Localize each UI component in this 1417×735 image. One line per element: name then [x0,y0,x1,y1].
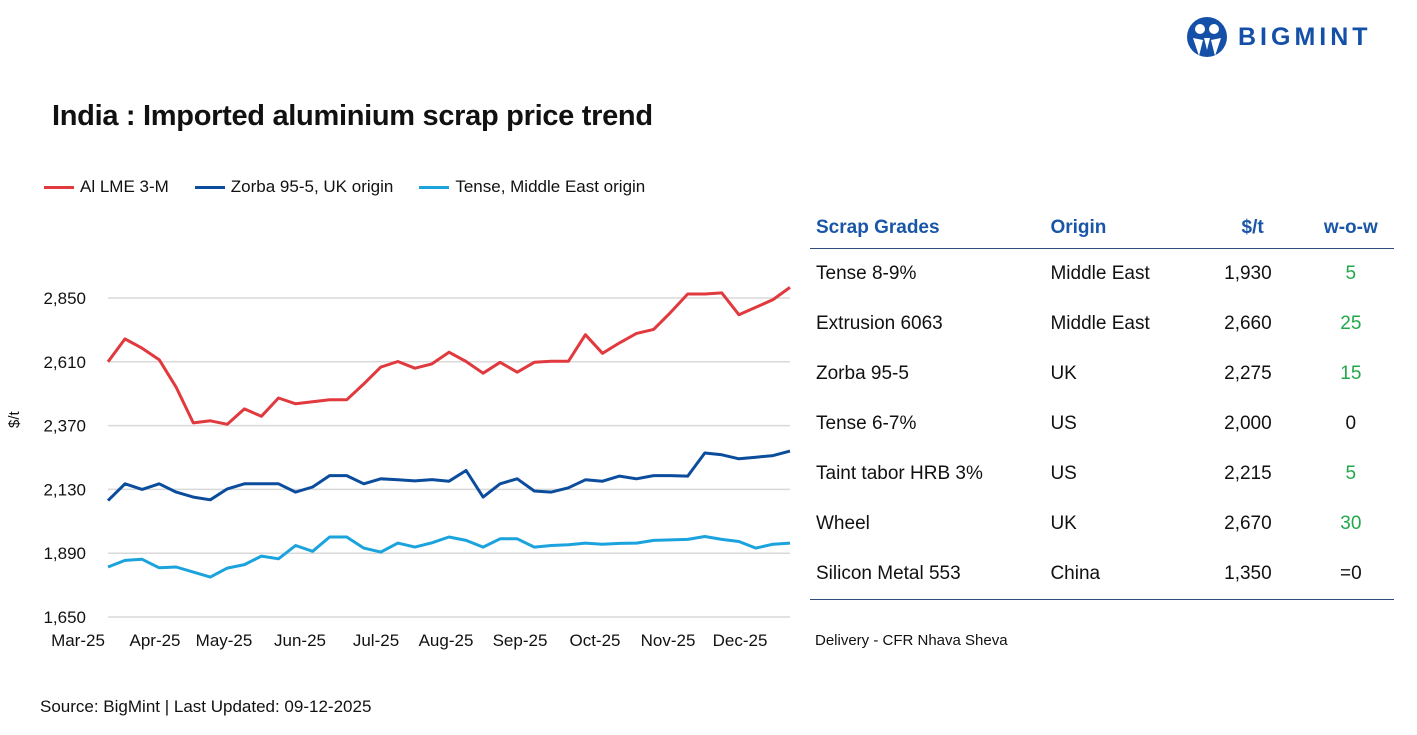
x-tick-label: Dec-25 [713,631,768,650]
cell-origin: Middle East [1050,313,1150,334]
series-line-1 [106,449,791,502]
cell-price: 2,215 [1224,463,1272,484]
cell-price: 2,660 [1224,313,1272,334]
y-tick-label: 2,610 [43,353,86,372]
cell-grade: Tense 8-9% [816,263,917,284]
series-line-2 [107,535,791,579]
header-origin: Origin [1044,208,1191,249]
legend-label: Zorba 95-5, UK origin [230,177,394,196]
x-tick-label: Oct-25 [569,631,620,650]
legend-swatch [44,185,74,189]
cell-origin: UK [1050,513,1077,534]
legend-item: Al LME 3-M [44,177,169,197]
cell-wow: 30 [1340,513,1362,534]
cell-wow: =0 [1307,549,1394,600]
x-tick-label: Jul-25 [353,631,399,650]
cell-grade: Taint tabor HRB 3% [816,463,983,484]
table-row: Silicon Metal 553 China 1,350 =0 [810,549,1394,600]
delivery-note: Delivery - CFR Nhava Sheva [815,632,1008,649]
y-tick-label: 1,890 [43,544,86,563]
cell-grade: Extrusion 6063 [816,313,943,334]
scrap-price-table: Scrap Grades Origin $/t w-o-w Tense 8-9%… [810,208,1394,600]
cell-wow: 5 [1345,263,1357,284]
cell-wow: 5 [1345,463,1357,484]
x-tick-label: Mar-25 [51,631,105,650]
x-tick-label: May-25 [196,631,253,650]
chart-legend: Al LME 3-M Zorba 95-5, UK origin Tense, Mi… [44,177,645,197]
bigmint-logo: BIGMINT [1186,16,1372,58]
table-row: Taint tabor HRB 3% US 2,215 5 [810,449,1394,499]
legend-item: Zorba 95-5, UK origin [194,177,394,197]
cell-wow: 0 [1345,413,1357,434]
table-row: Wheel UK 2,670 30 [810,499,1394,549]
cell-grade: Zorba 95-5 [816,363,909,384]
cell-origin: China [1044,549,1191,600]
legend-swatch [194,185,225,189]
header-wow: w-o-w [1307,208,1394,249]
cell-price: 2,670 [1224,513,1272,534]
series-line-0 [106,286,791,426]
source-note: Source: BigMint | Last Updated: 09-12-20… [40,697,372,716]
logo-text: BIGMINT [1238,22,1372,51]
cell-price: 1,350 [1190,549,1308,600]
legend-label: Al LME 3-M [80,177,169,196]
header-price: $/t [1190,208,1308,249]
legend-label: Tense, Middle East origin [455,177,646,196]
cell-grade: Wheel [816,513,870,534]
cell-origin: Middle East [1050,263,1150,284]
page-title: India : Imported aluminium scrap price t… [52,100,653,132]
x-tick-label: Jun-25 [274,631,326,650]
x-tick-label: Nov-25 [641,631,696,650]
cell-grade: Silicon Metal 553 [810,549,1045,600]
cell-price: 1,930 [1224,263,1272,284]
table-row: Tense 6-7% US 2,000 0 [810,399,1394,449]
legend-swatch [419,185,450,189]
cell-price: 2,000 [1224,413,1272,434]
logo-icon [1187,17,1227,57]
x-tick-label: Apr-25 [129,631,180,650]
table-row: Zorba 95-5 UK 2,275 15 [810,349,1394,399]
y-tick-label: 1,650 [43,608,86,627]
cell-origin: US [1050,463,1077,484]
header-grade: Scrap Grades [810,208,1045,249]
cell-price: 2,275 [1224,363,1272,384]
x-tick-label: Sep-25 [493,631,548,650]
y-tick-label: 2,130 [43,480,86,499]
table-row: Extrusion 6063 Middle East 2,660 25 [810,299,1394,349]
cell-grade: Tense 6-7% [816,413,917,434]
cell-wow: 15 [1340,363,1362,384]
line-chart: 1,650 1,890 2,130 2,370 2,610 2,850 Mar-25 Apr-… [43,286,791,650]
table-row: Tense 8-9% Middle East 1,930 5 [810,249,1394,300]
cell-origin: UK [1050,363,1077,384]
y-tick-label: 2,370 [43,417,86,436]
x-tick-label: Aug-25 [419,631,474,650]
cell-wow: 25 [1340,313,1362,334]
y-tick-label: 2,850 [43,289,86,308]
table-header-row: Scrap Grades Origin $/t w-o-w [810,208,1394,249]
cell-origin: US [1050,413,1077,434]
legend-item: Tense, Middle East origin [419,177,645,197]
